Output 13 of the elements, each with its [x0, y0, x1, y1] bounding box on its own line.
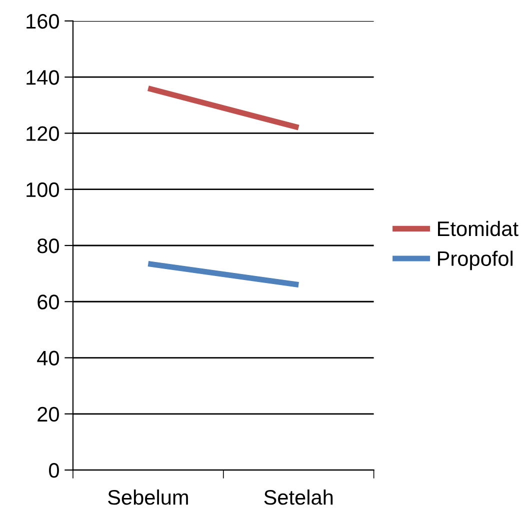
y-tick-label: 140: [26, 70, 59, 85]
x-tick-label: Setelah: [264, 489, 333, 505]
y-tick-label: 80: [38, 238, 59, 254]
y-tick-label: 120: [26, 126, 59, 141]
y-tick-label: 0: [49, 463, 59, 478]
y-tick-label: 60: [38, 294, 59, 310]
y-tick-label: 20: [38, 406, 59, 422]
legend-label: Propofol: [438, 250, 513, 270]
x-tick-label: Sebelum: [108, 489, 188, 505]
y-tick-label: 100: [26, 182, 59, 198]
y-tick-label: 40: [37, 350, 59, 366]
y-tick-label: 160: [26, 14, 59, 29]
legend-label: Etomidat: [438, 220, 518, 236]
